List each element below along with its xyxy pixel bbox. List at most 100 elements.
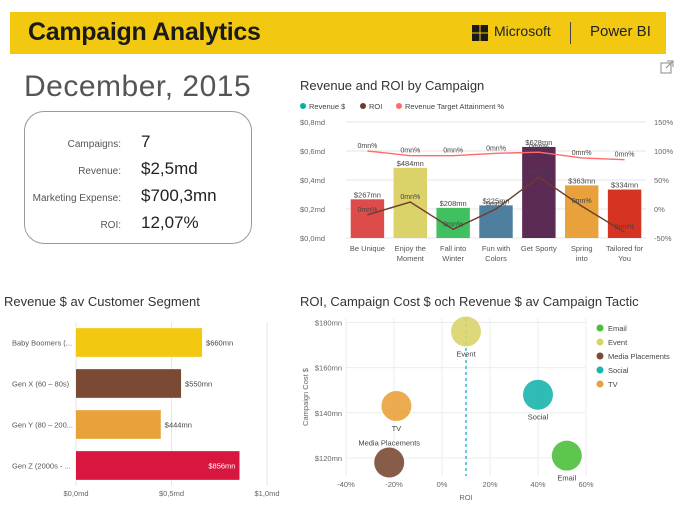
y-tick-label: $140mn bbox=[315, 409, 342, 418]
legend-item[interactable]: Email bbox=[608, 324, 627, 333]
bar-value-label: $628mn bbox=[525, 138, 552, 147]
y2-tick-label: 50% bbox=[654, 176, 669, 185]
bar[interactable] bbox=[607, 189, 642, 238]
y-axis-title: Campaign Cost $ bbox=[301, 367, 310, 426]
kpi-row-roi: ROI: 12,07% bbox=[25, 213, 251, 239]
x-category-label: Spring into bbox=[571, 244, 593, 263]
customer-segment-chart[interactable]: Revenue $ av Customer Segment $660mn $550… bbox=[0, 290, 290, 510]
point-label: Media Placements bbox=[358, 438, 420, 447]
bar[interactable] bbox=[76, 328, 203, 357]
chart-lines[interactable] bbox=[367, 150, 625, 233]
bar[interactable] bbox=[565, 185, 599, 238]
legend-item[interactable]: Revenue $ bbox=[309, 102, 346, 111]
scatter-point[interactable] bbox=[451, 316, 481, 347]
point-label: Event bbox=[456, 350, 476, 359]
point-label: TV bbox=[392, 424, 402, 433]
x-tick-label: -20% bbox=[385, 480, 403, 489]
legend-marker bbox=[396, 103, 402, 109]
y-category-label: Baby Boomers (... bbox=[12, 339, 72, 348]
kpi-card[interactable]: Campaigns: 7 Revenue: $2,5md Marketing E… bbox=[24, 111, 252, 244]
line-point-label: 0mn% bbox=[486, 201, 506, 208]
legend-marker bbox=[596, 338, 604, 346]
kpi-row-marketing-expense: Marketing Expense: $700,3mn bbox=[25, 186, 251, 212]
legend-item[interactable]: TV bbox=[608, 380, 618, 389]
legend-marker bbox=[596, 380, 604, 388]
x-category-label: Get Sporty bbox=[521, 244, 557, 253]
x-category-label: Be Unique bbox=[350, 244, 385, 253]
x-tick-label: 40% bbox=[530, 480, 545, 489]
y-category-label: Gen X (60 – 80s) bbox=[12, 380, 70, 389]
campaign-tactic-scatter[interactable]: ROI, Campaign Cost $ och Revenue $ av Ca… bbox=[296, 290, 694, 510]
y-tick-label: $0,6md bbox=[300, 147, 325, 156]
x-tick-label: -40% bbox=[337, 480, 355, 489]
roi-line[interactable] bbox=[367, 176, 625, 233]
chart-legend[interactable]: Revenue $ ROI Revenue Target Attainment % bbox=[300, 102, 504, 111]
header-separator bbox=[570, 22, 571, 44]
bar[interactable] bbox=[76, 410, 161, 439]
scatter-point[interactable] bbox=[374, 447, 405, 478]
bar-value-label: $856mn bbox=[208, 462, 235, 471]
line-point-label: 0mn% bbox=[358, 143, 378, 150]
chart-points[interactable]: Email Event Media Placements Social TV bbox=[358, 316, 582, 483]
bar-value-label: $225mn bbox=[482, 196, 509, 205]
line-point-label: 0mn% bbox=[572, 150, 592, 157]
x-category-label: Fall into Winter bbox=[440, 244, 466, 263]
kpi-row-campaigns: Campaigns: 7 bbox=[25, 132, 251, 158]
x-tick-label: 60% bbox=[578, 480, 593, 489]
scatter-point[interactable] bbox=[551, 440, 582, 471]
kpi-label: Marketing Expense: bbox=[32, 193, 121, 204]
y2-tick-label: 100% bbox=[654, 147, 674, 156]
kpi-value: $700,3mn bbox=[141, 186, 217, 205]
x-axis-title: ROI bbox=[459, 493, 472, 502]
legend-item[interactable]: ROI bbox=[369, 102, 382, 111]
line-point-label: 0mn% bbox=[615, 224, 635, 231]
bar[interactable] bbox=[76, 451, 240, 480]
page-title: Campaign Analytics bbox=[28, 18, 261, 46]
legend-item[interactable]: Media Placements bbox=[608, 352, 670, 361]
bar[interactable] bbox=[76, 369, 182, 398]
date-label: December, 2015 bbox=[24, 70, 252, 103]
line-point-label: 0mn% bbox=[400, 194, 420, 201]
kpi-value: $2,5md bbox=[141, 159, 198, 178]
legend-marker bbox=[300, 103, 306, 109]
line-point-label: 0mn% bbox=[443, 221, 463, 228]
x-tick-label: 20% bbox=[482, 480, 497, 489]
bar[interactable] bbox=[393, 167, 427, 238]
line-point-label: 0mn% bbox=[529, 169, 549, 176]
legend-item[interactable]: Revenue Target Attainment % bbox=[405, 102, 504, 111]
bar[interactable] bbox=[522, 146, 556, 238]
scatter-point[interactable] bbox=[381, 391, 412, 422]
chart-bars[interactable] bbox=[350, 146, 642, 238]
bar-value-label: $208mn bbox=[440, 199, 467, 208]
target-attainment-line[interactable] bbox=[367, 150, 625, 161]
x-category-label: Fun with Colors bbox=[482, 244, 510, 263]
y2-tick-label: 0% bbox=[654, 205, 665, 214]
bar[interactable] bbox=[350, 199, 385, 238]
point-label: Email bbox=[557, 474, 576, 483]
legend-item[interactable]: Event bbox=[608, 338, 628, 347]
bar-value-label: $660mn bbox=[206, 339, 233, 348]
kpi-label: Campaigns: bbox=[67, 139, 121, 150]
bar-value-label: $550mn bbox=[185, 380, 212, 389]
y2-tick-label: 150% bbox=[654, 118, 674, 127]
bar-value-label: $363mn bbox=[568, 176, 595, 185]
bar-value-label: $484mn bbox=[397, 159, 424, 168]
chart-legend[interactable]: Email Event Media Placements Social TV bbox=[596, 324, 670, 389]
line-point-label: 0mn% bbox=[358, 207, 378, 214]
chart-title: Revenue $ av Customer Segment bbox=[4, 294, 200, 309]
chart-axes: $0,0md $0,5md $1,0md Baby Boomers (... Gen X… bbox=[12, 339, 280, 499]
y-tick-label: $0,4md bbox=[300, 176, 325, 185]
kpi-value: 7 bbox=[141, 132, 151, 151]
bar-value-label: $267mn bbox=[354, 190, 381, 199]
revenue-roi-chart[interactable]: Revenue and ROI by Campaign Revenue $ ROI… bbox=[296, 74, 688, 270]
bar[interactable] bbox=[479, 205, 513, 238]
y-tick-label: $180mn bbox=[315, 319, 342, 328]
legend-marker bbox=[596, 366, 604, 374]
legend-marker bbox=[596, 324, 604, 332]
scatter-point[interactable] bbox=[523, 379, 553, 410]
line-point-label: 0mn% bbox=[615, 152, 635, 159]
expand-icon[interactable] bbox=[660, 60, 674, 74]
kpi-row-revenue: Revenue: $2,5md bbox=[25, 159, 251, 185]
legend-item[interactable]: Social bbox=[608, 366, 629, 375]
chart-bars[interactable]: $660mn $550mn $444mn $856mn bbox=[76, 328, 240, 480]
